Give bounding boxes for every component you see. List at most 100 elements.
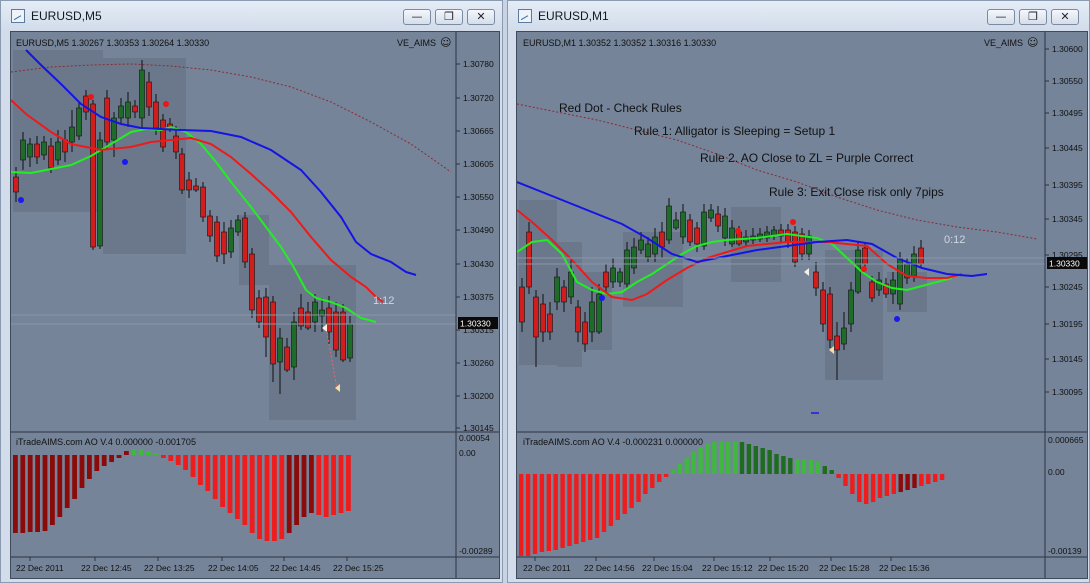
candle-body — [722, 215, 728, 239]
awesome-oscillator-histogram — [519, 442, 945, 556]
ao-bar — [175, 455, 181, 465]
restore-button[interactable]: ❐ — [435, 9, 463, 25]
ao-bar — [35, 455, 40, 532]
candle-body — [291, 321, 297, 368]
ao-bar — [760, 448, 765, 474]
ao-axis-labels: 0.000665 0.00 -0.00139 — [1048, 435, 1084, 556]
ao-bar — [781, 456, 786, 474]
ao-bar — [101, 455, 107, 466]
candle-body — [83, 95, 89, 113]
ao-bar — [198, 455, 203, 485]
close-button[interactable]: ✕ — [467, 9, 495, 25]
candle-body — [55, 141, 61, 161]
candle-body — [132, 105, 138, 113]
shaded-zone — [825, 250, 883, 380]
candlesticks — [519, 198, 924, 380]
indicator-name-label: VE_AIMS — [397, 38, 436, 48]
minimize-button[interactable]: — — [403, 9, 431, 25]
ao-bar — [753, 446, 758, 474]
ao-bar — [919, 474, 924, 486]
chart-window-eurusd-m5[interactable]: EURUSD,M5 — ❐ ✕ EURUS — [0, 0, 503, 583]
restore-button[interactable]: ❐ — [1019, 9, 1047, 25]
candle-body — [841, 327, 847, 345]
jaw-line-blue — [517, 181, 988, 278]
ao-bar — [705, 444, 710, 474]
current-price-marker: 1.30330 — [458, 317, 498, 329]
candle-body — [673, 219, 679, 229]
moving-average-line — [517, 103, 1038, 240]
price-axis-label: 1.30395 — [1052, 180, 1083, 190]
ao-bar — [79, 455, 85, 488]
candle-body — [519, 286, 525, 323]
candle-body — [200, 186, 206, 218]
candle-body — [533, 296, 539, 338]
candle-body — [834, 335, 840, 351]
price-axis-label: 1.30375 — [463, 292, 494, 302]
price-axis-label: 1.30550 — [463, 192, 494, 202]
time-axis-label: 22 Dec 12:45 — [81, 563, 132, 573]
ao-bar — [622, 474, 627, 514]
ao-axis-label: -0.00289 — [459, 546, 493, 556]
candle-body — [820, 289, 826, 325]
candle-body — [221, 231, 227, 255]
indicator-name-label: VE_AIMS — [984, 38, 1023, 48]
chart-header-text: EURUSD,M1 1.30352 1.30352 1.30316 1.3033… — [523, 38, 716, 48]
ao-bar — [933, 474, 938, 482]
candle-body — [715, 213, 721, 227]
close-button[interactable]: ✕ — [1051, 9, 1079, 25]
price-axis-label: 1.30195 — [1052, 319, 1083, 329]
ao-bar — [657, 474, 662, 482]
candle-body — [270, 301, 276, 365]
ao-bar — [567, 474, 572, 546]
candle-body — [540, 303, 546, 333]
price-axis-label: 1.30550 — [1052, 76, 1083, 86]
price-axis-label: 1.30665 — [463, 126, 494, 136]
chart-canvas[interactable]: EURUSD,M5 1.30267 1.30353 1.30264 1.3033… — [11, 32, 500, 579]
candle-body — [284, 346, 290, 371]
smiley-icon: ☺ — [440, 36, 451, 49]
exit-arrow-icon — [335, 384, 340, 392]
candle-body — [617, 271, 623, 283]
ma-dotted-line — [517, 103, 1038, 240]
price-axis-label: 1.30600 — [1052, 44, 1083, 54]
chart-area[interactable]: EURUSD,M5 1.30267 1.30353 1.30264 1.3033… — [10, 31, 500, 579]
candle-body — [90, 103, 96, 248]
window-titlebar[interactable]: EURUSD,M1 — ❐ ✕ — [508, 1, 1089, 31]
window-titlebar[interactable]: EURUSD,M5 — ❐ ✕ — [1, 1, 502, 31]
time-axis-label: 22 Dec 14:56 — [584, 563, 635, 573]
ao-bar — [72, 455, 77, 499]
time-axis-label: 22 Dec 14:45 — [270, 563, 321, 573]
restore-icon: ❐ — [444, 10, 454, 23]
ao-axis-labels: 0.00054 0.00 -0.00289 — [459, 433, 493, 556]
awesome-oscillator-histogram — [13, 449, 351, 541]
ao-bar — [905, 474, 910, 490]
alligator-lines — [517, 181, 988, 302]
ao-bar — [712, 442, 717, 474]
blue-dot — [599, 295, 605, 301]
ao-bar — [643, 474, 648, 494]
ao-bar — [739, 442, 745, 474]
ao-bar — [553, 474, 558, 550]
ao-bar — [20, 455, 26, 533]
ao-bar — [316, 455, 322, 515]
ao-bar — [190, 455, 196, 477]
minimize-button[interactable]: — — [987, 9, 1015, 25]
chart-area[interactable]: EURUSD,M1 1.30352 1.30352 1.30316 1.3033… — [516, 31, 1088, 579]
candle-body — [20, 139, 26, 161]
ao-bar — [815, 462, 821, 474]
ao-bar — [670, 470, 676, 474]
chart-window-eurusd-m1[interactable]: EURUSD,M1 — ❐ ✕ — [507, 0, 1090, 583]
ao-bar — [124, 451, 129, 455]
candle-body — [603, 271, 609, 288]
chart-canvas[interactable]: EURUSD,M1 1.30352 1.30352 1.30316 1.3033… — [517, 32, 1088, 579]
candle-body — [263, 296, 269, 338]
ao-bar — [891, 474, 896, 494]
chart-header-text: EURUSD,M5 1.30267 1.30353 1.30264 1.3033… — [16, 38, 209, 48]
candle-body — [666, 205, 672, 241]
ao-bar — [650, 474, 655, 488]
ao-bar — [926, 474, 931, 484]
price-axis-label: 1.30445 — [1052, 143, 1083, 153]
time-axis-labels: 22 Dec 2011 22 Dec 12:45 22 Dec 13:25 22 De… — [16, 557, 384, 573]
signal-dots — [599, 219, 900, 322]
ao-bar — [264, 455, 270, 541]
